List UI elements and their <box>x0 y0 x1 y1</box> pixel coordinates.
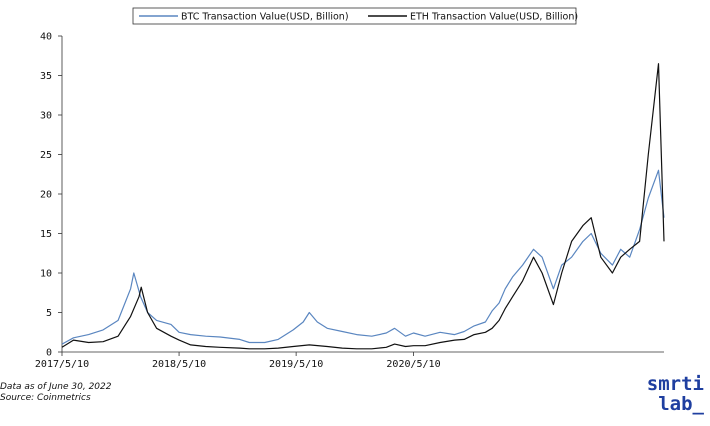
y-tick-label: 10 <box>40 269 52 280</box>
series-line-btc <box>61 169 665 345</box>
x-tick-label: 2018/5/10 <box>152 359 206 370</box>
brand-line-2: lab_ <box>658 393 704 415</box>
legend-box <box>132 7 577 25</box>
note-data-date: Data as of June 30, 2022 <box>0 382 112 392</box>
y-tick-label: 5 <box>46 308 52 319</box>
y-tick-label: 25 <box>40 150 52 161</box>
x-tick-label: 2020/5/10 <box>386 359 440 370</box>
x-tick-label: 2019/5/10 <box>269 359 323 370</box>
legend-label-eth: ETH Transaction Value(USD, Billion) <box>410 12 578 23</box>
y-tick-label: 40 <box>40 32 52 43</box>
y-tick-label: 15 <box>40 229 52 240</box>
y-tick-label: 20 <box>40 190 52 201</box>
series-line-eth <box>61 63 665 350</box>
y-tick-label: 0 <box>46 348 52 359</box>
y-tick-label: 30 <box>40 111 52 122</box>
series-layer <box>61 63 665 350</box>
axes: 0 5 10 15 20 25 30 35 40 2017/5/10 2018/5/10 2019/5… <box>35 32 664 370</box>
brand-logo: smrti lab_ <box>647 374 704 414</box>
legend-label-btc: BTC Transaction Value(USD, Billion) <box>181 12 349 23</box>
x-tick-label: 2017/5/10 <box>35 359 89 370</box>
y-tick-label: 35 <box>40 71 52 82</box>
note-source: Source: Coinmetrics <box>0 393 91 403</box>
legend: BTC Transaction Value(USD, Billion) ETH … <box>132 7 578 25</box>
brand-line-1: smrti <box>646 373 704 395</box>
